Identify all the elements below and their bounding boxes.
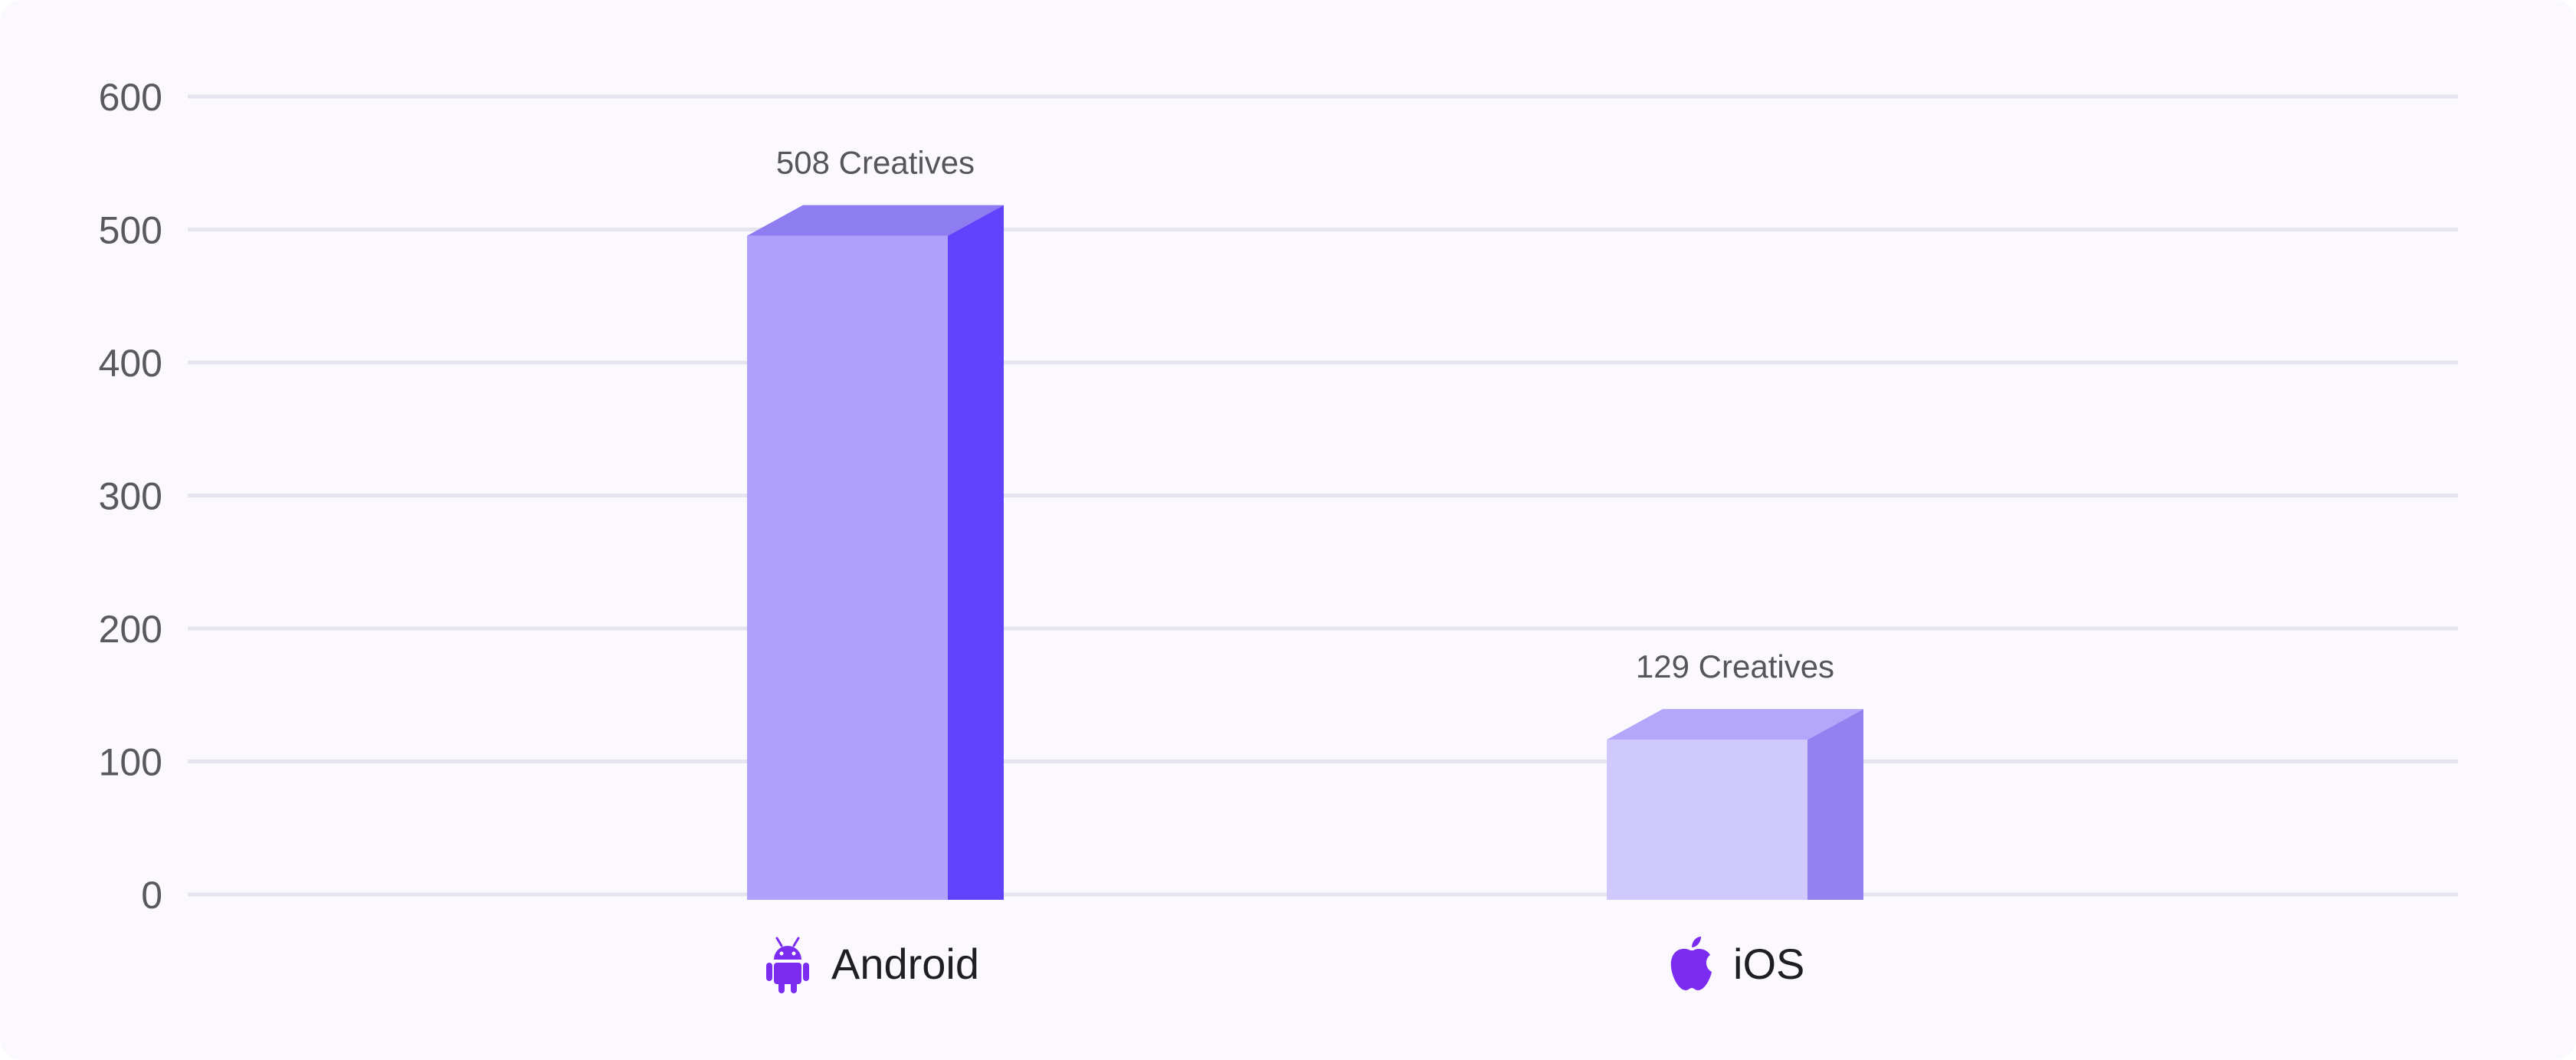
y-axis-tick-labels: 0 100 200 300 400 500 600 bbox=[99, 76, 162, 917]
category-ios: iOS bbox=[1670, 937, 1804, 990]
bar-front-face bbox=[747, 235, 948, 900]
y-tick-label: 600 bbox=[99, 76, 162, 119]
y-tick-label: 400 bbox=[99, 342, 162, 385]
x-axis-category-labels: Android iOS bbox=[766, 937, 1804, 993]
bar-android bbox=[747, 205, 1004, 900]
category-label: iOS bbox=[1733, 940, 1804, 988]
category-android: Android bbox=[766, 937, 979, 993]
bar-ios bbox=[1607, 709, 1863, 900]
category-label: Android bbox=[831, 940, 979, 988]
data-labels: 508 Creatives 129 Creatives bbox=[776, 145, 1834, 685]
android-icon bbox=[766, 937, 809, 993]
y-tick-label: 500 bbox=[99, 209, 162, 252]
data-label: 508 Creatives bbox=[776, 145, 975, 181]
bar-side-face bbox=[948, 205, 1004, 900]
bar-front-face bbox=[1607, 740, 1807, 900]
apple-icon bbox=[1670, 937, 1712, 990]
bar-top-face bbox=[747, 205, 1004, 236]
bar-side-face bbox=[1807, 709, 1863, 900]
data-label: 129 Creatives bbox=[1636, 648, 1834, 684]
grid-lines bbox=[188, 94, 2458, 897]
y-tick-label: 300 bbox=[99, 475, 162, 518]
bars bbox=[747, 205, 1863, 900]
y-tick-label: 200 bbox=[99, 608, 162, 651]
bar-top-face bbox=[1607, 709, 1863, 740]
y-tick-label: 0 bbox=[141, 874, 162, 917]
y-tick-label: 100 bbox=[99, 741, 162, 784]
